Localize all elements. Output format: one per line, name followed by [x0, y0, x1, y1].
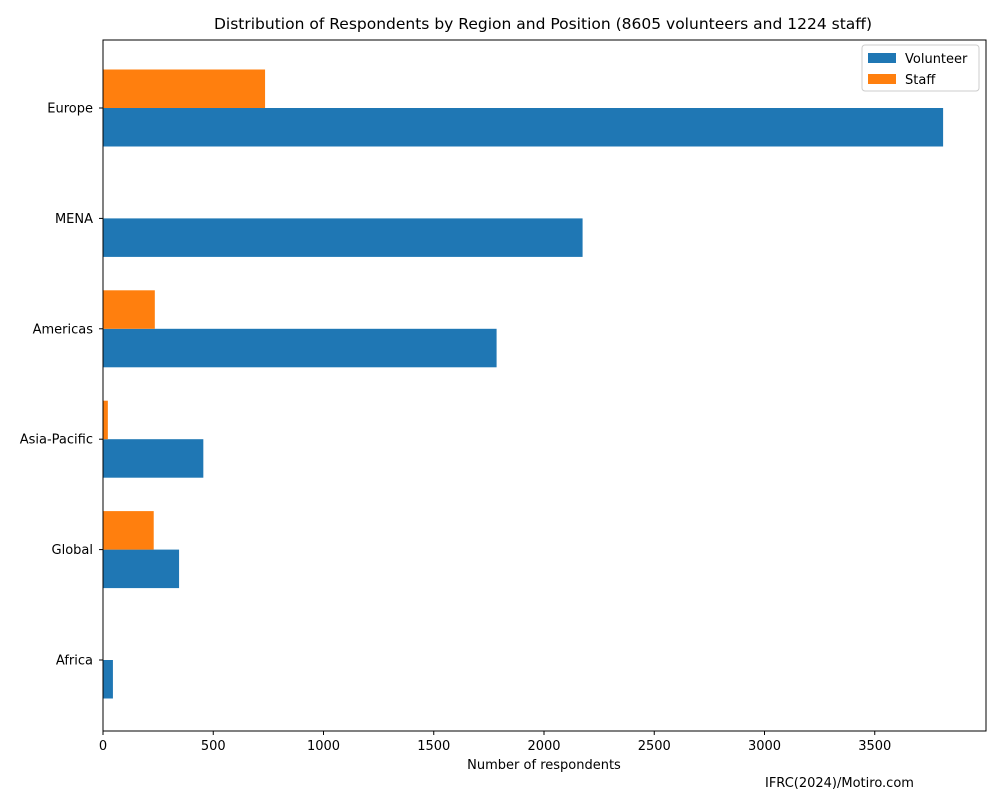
x-tick-label-1000: 1000 — [307, 739, 340, 754]
source-note: IFRC(2024)/Motiro.com — [765, 776, 914, 791]
bar-volunteer-europe — [103, 108, 944, 147]
y-tick-label-africa: Africa — [56, 654, 93, 669]
x-tick-label-2500: 2500 — [638, 739, 671, 754]
y-tick-label-americas: Americas — [33, 322, 94, 337]
x-tick-label-500: 500 — [201, 739, 226, 754]
bar-staff-asia-pacific — [103, 400, 108, 440]
bar-volunteer-global — [103, 549, 180, 589]
y-axis-ticks: Europe MENA Americas Asia-Pacific Global Afri… — [20, 102, 103, 669]
x-tick-label-3000: 3000 — [748, 739, 781, 754]
bar-staff-americas — [103, 290, 155, 329]
legend-swatch-volunteer — [868, 53, 896, 63]
y-tick-label-asia-pacific: Asia-Pacific — [20, 433, 93, 448]
x-tick-label-0: 0 — [99, 739, 107, 754]
x-tick-label-3500: 3500 — [858, 739, 891, 754]
y-tick-label-mena: MENA — [55, 212, 93, 227]
x-tick-label-2000: 2000 — [527, 739, 560, 754]
y-tick-label-global: Global — [52, 543, 93, 558]
bar-volunteer-africa — [103, 660, 113, 699]
y-tick-label-europe: Europe — [47, 102, 93, 117]
bar-volunteer-americas — [103, 328, 497, 368]
legend-label-volunteer: Volunteer — [905, 52, 968, 67]
bars-group — [103, 69, 944, 699]
x-axis-ticks: 0 500 1000 1500 2000 2500 3000 3500 — [99, 731, 891, 754]
legend-swatch-staff — [868, 74, 896, 84]
x-tick-label-1500: 1500 — [417, 739, 450, 754]
chart-title: Distribution of Respondents by Region an… — [214, 15, 872, 33]
bar-staff-europe — [103, 69, 266, 108]
legend: Volunteer Staff — [861, 44, 980, 92]
bar-staff-global — [103, 511, 154, 550]
bar-volunteer-mena — [103, 218, 583, 257]
legend-label-staff: Staff — [905, 73, 936, 88]
x-axis-label: Number of respondents — [467, 758, 621, 773]
bar-volunteer-asia-pacific — [103, 439, 204, 478]
plot-frame — [102, 39, 987, 732]
